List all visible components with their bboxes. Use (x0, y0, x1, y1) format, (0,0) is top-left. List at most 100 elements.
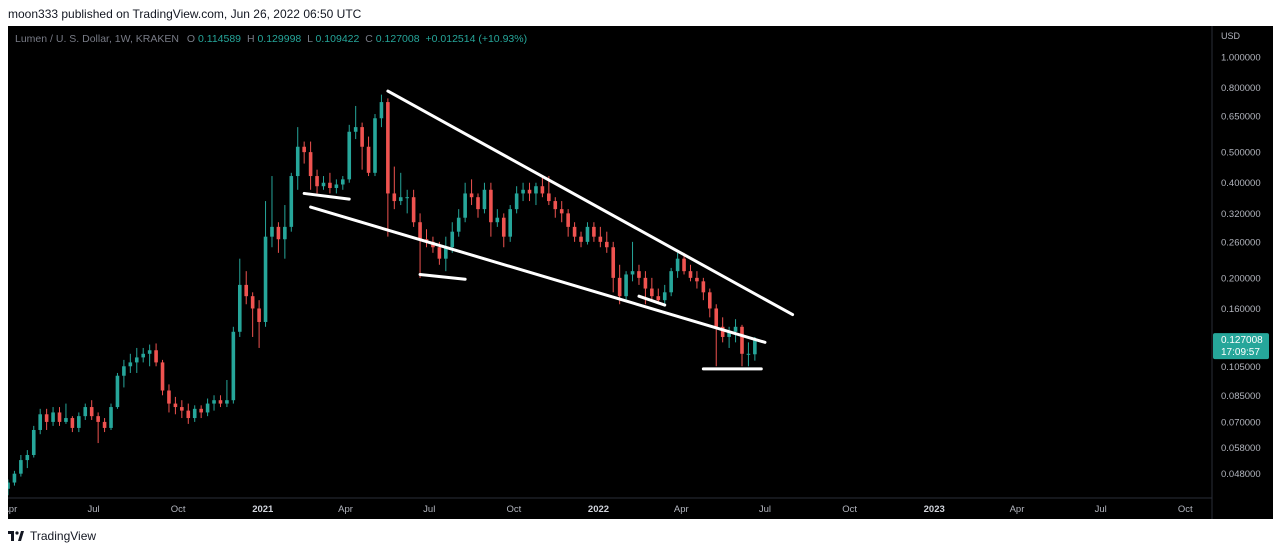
support-line-1[interactable] (302, 191, 351, 201)
candle (630, 241, 635, 282)
candle (147, 344, 152, 367)
candle (476, 193, 480, 218)
candle (746, 342, 751, 367)
candle (263, 201, 268, 327)
price-tick-label: 0.400000 (1221, 178, 1261, 189)
candle-body (476, 197, 480, 210)
price-axis[interactable]: 1.000000 0.800000 0.650000 0.500000 0.400000… (1221, 53, 1261, 481)
candle-body (572, 226, 577, 237)
candle (237, 258, 242, 337)
upper-trendline[interactable] (386, 89, 795, 317)
candle-body (701, 281, 706, 293)
candle (102, 418, 107, 433)
tradingview-logo[interactable]: TradingView (8, 529, 96, 543)
candle-body (501, 217, 506, 237)
candle-body (250, 296, 255, 309)
candle-body (405, 197, 409, 199)
candle (283, 205, 287, 259)
candle-body (180, 407, 184, 411)
candle (51, 407, 55, 426)
candlestick-chart[interactable]: 1.000000 0.800000 0.650000 0.500000 0.400000… (2, 26, 1273, 519)
candle (398, 172, 403, 206)
price-tick-label: 0.048000 (1221, 469, 1261, 480)
candle-body (283, 226, 287, 240)
candle (572, 222, 577, 242)
candle-body (656, 296, 661, 301)
candle-body (315, 176, 319, 187)
candle (205, 398, 210, 417)
candle-body (585, 226, 590, 242)
candle (122, 359, 126, 388)
candle (57, 407, 62, 426)
candle (592, 222, 596, 242)
candle (321, 176, 326, 190)
candle-body (746, 353, 751, 355)
candle (160, 359, 165, 396)
publisher-info: moon333 published on TradingView.com, Ju… (8, 7, 362, 21)
price-tick-label: 0.500000 (1221, 148, 1261, 159)
publisher-bar: moon333 published on TradingView.com, Ju… (0, 0, 1280, 26)
candle (740, 324, 744, 367)
candle-body (366, 146, 371, 173)
candle-body (122, 366, 126, 376)
candle-body (540, 186, 545, 194)
candle (83, 403, 88, 420)
candle-body (392, 193, 397, 202)
candle-body (244, 284, 249, 297)
candle-body (662, 292, 667, 301)
footer: TradingView (0, 519, 1280, 553)
candle-body (489, 189, 493, 223)
candle (379, 94, 384, 128)
time-tick-label: Apr (1010, 504, 1025, 515)
candle (405, 189, 409, 214)
candle (31, 425, 36, 458)
last-price-badge-bg (1213, 333, 1269, 360)
symbol-name[interactable]: Lumen / U. S. Dollar, 1W, KRAKEN (15, 33, 179, 45)
candle-body (257, 308, 261, 322)
lower-trendline[interactable] (309, 205, 767, 344)
candle (521, 182, 525, 202)
candle (611, 241, 616, 293)
tradingview-brand-text: TradingView (30, 529, 97, 543)
close-label: C (365, 33, 373, 45)
candle (353, 105, 358, 140)
candle (315, 169, 319, 194)
candle (141, 347, 146, 363)
time-tick-label: 2023 (924, 504, 945, 515)
support-line-2[interactable] (418, 272, 467, 281)
chart-area[interactable]: 1.000000 0.800000 0.650000 0.500000 0.400000… (2, 26, 1273, 519)
candle-body (650, 288, 654, 297)
candle (463, 182, 467, 223)
price-tick-label: 0.800000 (1221, 83, 1261, 94)
candle (302, 141, 306, 164)
support-line-3[interactable] (637, 294, 667, 307)
ohlc-legend[interactable]: Lumen / U. S. Dollar, 1W, KRAKEN O 0.114… (15, 33, 527, 45)
candle-body (57, 412, 62, 422)
candle-body (160, 362, 165, 391)
candle (308, 141, 313, 190)
candle-body (308, 152, 313, 177)
candle-body (688, 271, 693, 278)
candle (12, 470, 17, 486)
candle-body (276, 226, 281, 240)
candle-body (212, 400, 216, 404)
candle (180, 400, 184, 419)
time-axis[interactable]: Apr Jul Oct 2021 Apr Jul Oct 2022 Apr Jul Oct 2023 A… (2, 504, 1193, 515)
candle-body (534, 186, 538, 194)
time-tick-label: Apr (674, 504, 689, 515)
candle-body (89, 407, 94, 417)
candle (289, 172, 294, 232)
candle (579, 231, 583, 248)
candle-body (225, 400, 229, 404)
candle-body (192, 408, 197, 419)
candle (527, 182, 532, 202)
high-label: H (247, 33, 255, 45)
drawings-layer[interactable] (302, 89, 795, 371)
candle-body (727, 331, 731, 337)
candle-body (611, 247, 616, 278)
candle (701, 277, 706, 301)
price-tick-label: 0.320000 (1221, 209, 1261, 220)
candle-body (592, 226, 596, 237)
candle-body (469, 193, 474, 198)
candle (360, 122, 364, 170)
